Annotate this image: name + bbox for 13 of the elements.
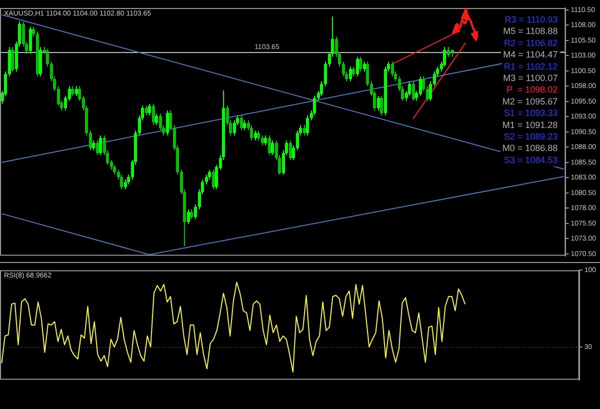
annotation: R1 = 1102.12 [504,61,558,72]
annotation: M3 = 1100.07 [503,72,558,83]
annotation: M0 = 1086.88 [502,143,558,154]
annotation: P = 1098.02 [506,84,558,95]
annotation: S3 = 1084.53 [504,154,558,165]
annotation: S2 = 1089.23 [504,131,558,142]
annotation: M5 = 1108.88 [503,26,558,36]
annotation: R2 = 1106.82 [504,38,558,48]
annotation: M4 = 1104.47 [503,50,558,60]
annotation: M1 = 1091.28 [502,120,558,130]
annotation: M2 = 1095.67 [502,96,558,106]
annotation: S1 = 1093.33 [504,108,558,118]
annotation: R3 = 1110.93 [504,14,558,24]
